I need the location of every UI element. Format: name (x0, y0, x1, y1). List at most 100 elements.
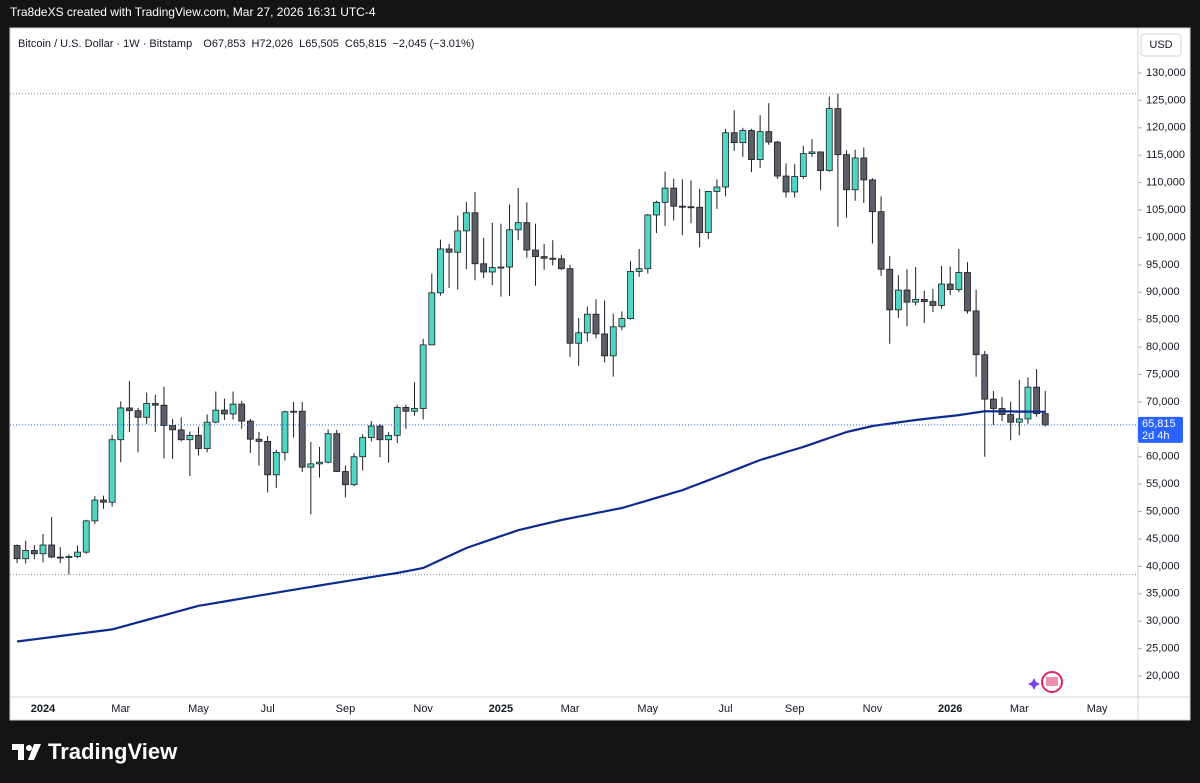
candle-body (912, 298, 920, 303)
event-icon (1028, 671, 1063, 693)
legend-change: −2,045 (−3.01%) (393, 38, 475, 50)
candle-body (177, 429, 185, 441)
candle-body (739, 130, 747, 144)
candle-body (549, 257, 557, 260)
candle-body (333, 433, 341, 472)
candle-body (238, 403, 246, 422)
candle-body (367, 425, 375, 438)
candle-body (558, 258, 565, 270)
legend-value: 65,505 (305, 38, 339, 50)
candle-body (143, 403, 151, 418)
x-tick-label: May (637, 703, 658, 715)
candle-body (65, 556, 73, 559)
candle-body (298, 410, 306, 468)
candle-body (497, 266, 505, 269)
candle-body (981, 354, 989, 400)
candle-body (696, 206, 704, 233)
currency[interactable]: USD (1149, 39, 1172, 51)
x-tick-label: 2025 (489, 703, 513, 715)
candle-body (488, 267, 496, 273)
countdown: 2d 4h (1142, 430, 1170, 442)
x-tick-label: 2024 (31, 703, 56, 715)
candle-body (445, 248, 453, 253)
x-tick-label: May (1087, 703, 1108, 715)
candle-body (929, 301, 937, 306)
x-tick-label: 2026 (938, 703, 962, 715)
candle-body (281, 411, 289, 453)
legend-value: 65,815 (353, 38, 387, 50)
candle-body (56, 556, 64, 559)
candle-body (91, 499, 99, 522)
candle-body (955, 272, 963, 290)
candle-body (756, 131, 764, 160)
candle-body (713, 186, 721, 192)
legend-value: 72,026 (259, 38, 293, 50)
candle-body (411, 408, 418, 412)
candle-body (264, 440, 272, 476)
y-tick-label: 120,000 (1146, 122, 1186, 134)
candle-body (290, 410, 297, 413)
candle-body (255, 438, 263, 442)
candle-body (39, 544, 47, 555)
x-tick-label: Jul (261, 703, 275, 715)
y-tick-label: 35,000 (1146, 588, 1180, 600)
candle-body (653, 201, 660, 216)
candle-body (402, 406, 410, 412)
candle-body (799, 153, 807, 177)
attribution: Tra8deXS created with TradingView.com, M… (10, 5, 376, 19)
y-tick-label: 20,000 (1146, 670, 1180, 682)
candle-body (583, 313, 591, 334)
y-tick-label: 110,000 (1146, 177, 1185, 189)
y-tick-label: 115,000 (1146, 149, 1185, 161)
candle-body (506, 229, 513, 268)
candle-body (82, 520, 90, 553)
candle-body (428, 292, 436, 346)
legend: Bitcoin / U.S. Dollar · 1W · Bitstamp O6… (18, 38, 474, 50)
candle-body (566, 268, 574, 344)
candle-body (462, 212, 470, 232)
candle-body (618, 318, 626, 328)
y-tick-label: 85,000 (1146, 314, 1180, 326)
candle-body (1041, 413, 1049, 426)
candle-body (186, 434, 194, 441)
candle-body (246, 420, 254, 440)
x-tick-label: Jul (719, 703, 733, 715)
currency-box[interactable] (1140, 33, 1182, 57)
brand-logo (12, 744, 41, 760)
candle-body (644, 214, 652, 270)
legend-value: 67,853 (212, 38, 246, 50)
candle-body (117, 407, 125, 441)
candle-body (307, 463, 315, 468)
candle-body (108, 439, 116, 503)
candle-body (514, 222, 522, 231)
x-tick-label: Mar (1010, 703, 1029, 715)
candle-body (964, 272, 971, 312)
candle-body (30, 550, 38, 555)
candle-body (74, 551, 81, 557)
y-tick-label: 25,000 (1146, 643, 1180, 655)
x-tick-label: Mar (111, 703, 130, 715)
y-tick-label: 105,000 (1146, 204, 1186, 216)
candle-body (359, 437, 367, 458)
candle-body (748, 130, 755, 160)
y-tick-label: 40,000 (1146, 560, 1180, 572)
candle-body (1024, 386, 1032, 420)
candle-body (972, 310, 980, 356)
candle-body (825, 108, 833, 171)
candle-body (523, 222, 531, 251)
candle-body (869, 179, 876, 213)
candle-body (350, 456, 358, 486)
candle-body (687, 206, 695, 209)
candle-body (661, 187, 669, 203)
candle-body (100, 499, 107, 503)
candle-body (765, 131, 773, 143)
candle-body (437, 248, 444, 294)
candle-body (722, 132, 729, 188)
legend-key: L (299, 38, 305, 50)
candle-body (678, 205, 686, 208)
candle-body (134, 410, 142, 418)
x-tick-label: Mar (561, 703, 580, 715)
brand: TradingView (48, 739, 178, 764)
